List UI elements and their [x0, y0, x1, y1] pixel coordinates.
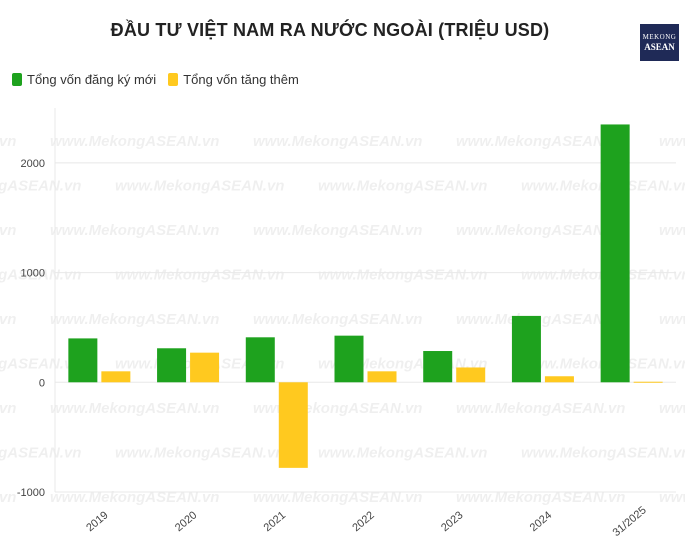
watermark-text: www.MekongASEAN.vn	[318, 445, 487, 462]
bar-added[interactable]	[367, 371, 397, 383]
x-tick-label: 2021	[262, 509, 288, 534]
bar-added[interactable]	[101, 371, 131, 383]
watermark-text: www.MekongASEAN.vn	[0, 311, 16, 328]
y-tick-label: -1000	[17, 487, 45, 499]
bar-new[interactable]	[334, 335, 364, 383]
watermark-text: www.MekongASEAN.vn	[659, 222, 685, 239]
bar-new[interactable]	[68, 338, 98, 383]
watermark-text: www.MekongASEAN.vn	[659, 311, 685, 328]
watermark-text: www.MekongASEAN.vn	[253, 311, 422, 328]
x-tick-label: 2024	[528, 509, 554, 534]
watermark-text: www.MekongASEAN.vn	[318, 267, 487, 284]
bar-added[interactable]	[190, 352, 220, 383]
watermark-text: www.MekongASEAN.vn	[115, 445, 284, 462]
watermark-text: www.MekongASEAN.vn	[659, 400, 685, 417]
logo-line1: MEKONG	[642, 32, 677, 41]
watermark-text: www.MekongASEAN.vn	[0, 133, 16, 150]
watermark-text: www.MekongASEAN.vn	[0, 400, 16, 417]
x-tick-label: 2022	[350, 509, 376, 534]
watermark-text: www.MekongASEAN.vn	[659, 489, 685, 506]
legend-item-added[interactable]: Tổng vốn tăng thêm	[168, 72, 299, 87]
legend-label-new: Tổng vốn đăng ký mới	[27, 72, 157, 87]
watermark-text: www.MekongASEAN.vn	[456, 400, 625, 417]
x-tick-label: 2019	[84, 509, 110, 534]
bar-added[interactable]	[633, 381, 663, 383]
watermark-text: www.MekongASEAN.vn	[318, 178, 487, 195]
mekongasean-logo: MEKONG ASEAN	[640, 24, 679, 61]
bar-new[interactable]	[511, 315, 541, 383]
watermark-text: www.MekongASEAN.vn	[115, 267, 284, 284]
bar-new[interactable]	[423, 351, 453, 383]
legend-item-new[interactable]: Tổng vốn đăng ký mới	[12, 72, 156, 87]
bar-added[interactable]	[456, 367, 486, 383]
watermark-layer: www.MekongASEAN.vn www.MekongASEAN.vn www.…	[0, 133, 685, 506]
watermark-text: www.MekongASEAN.vn	[50, 222, 219, 239]
chart-title: ĐẦU TƯ VIỆT NAM RA NƯỚC NGOÀI (TRIỆU USD…	[110, 20, 550, 40]
y-axis: -1000 0 1000 2000	[17, 158, 45, 499]
y-tick-label: 0	[39, 377, 45, 389]
watermark-text: www.MekongASEAN.vn	[115, 178, 284, 195]
watermark-text: www.MekongASEAN.vn	[50, 400, 219, 417]
watermark-text: www.MekongASEAN.vn	[50, 311, 219, 328]
bars	[68, 124, 663, 468]
legend-label-added: Tổng vốn tăng thêm	[183, 72, 299, 87]
watermark-text: www.MekongASEAN.vn	[456, 489, 625, 506]
logo-line2: ASEAN	[644, 41, 675, 52]
grid-lines	[54, 108, 676, 493]
legend-swatch-new	[12, 73, 22, 86]
watermark-text: www.MekongASEAN.vn	[0, 489, 16, 506]
watermark-text: www.MekongASEAN.vn	[456, 133, 625, 150]
bar-added[interactable]	[544, 376, 574, 383]
watermark-text: www.MekongASEAN.vn	[50, 133, 219, 150]
watermark-text: www.MekongASEAN.vn	[253, 133, 422, 150]
y-tick-label: 2000	[21, 158, 45, 170]
legend-swatch-added	[168, 73, 179, 86]
bar-new[interactable]	[245, 337, 275, 383]
watermark-text: www.MekongASEAN.vn	[50, 489, 219, 506]
watermark-text: www.MekongASEAN.vn	[0, 356, 81, 373]
x-tick-label: 2020	[173, 509, 199, 534]
watermark-text: www.MekongASEAN.vn	[456, 222, 625, 239]
watermark-text: www.MekongASEAN.vn	[253, 489, 422, 506]
watermark-text: www.MekongASEAN.vn	[659, 133, 685, 150]
x-axis: 2019 2020 2021 2022 2023 2024 31/2025	[84, 504, 649, 539]
watermark-text: www.MekongASEAN.vn	[253, 222, 422, 239]
legend: Tổng vốn đăng ký mới Tổng vốn tăng thêm	[12, 72, 311, 87]
x-tick-label: 2023	[439, 509, 465, 534]
watermark-text: www.MekongASEAN.vn	[0, 267, 81, 284]
watermark-text: www.MekongASEAN.vn	[0, 222, 16, 239]
x-tick-label: 31/2025	[611, 504, 649, 539]
y-tick-label: 1000	[21, 268, 45, 280]
bar-new[interactable]	[157, 348, 187, 383]
bar-new[interactable]	[600, 124, 630, 383]
watermark-text: www.MekongASEAN.vn	[0, 445, 81, 462]
watermark-text: www.MekongASEAN.vn	[521, 445, 685, 462]
watermark-text: www.MekongASEAN.vn	[0, 178, 81, 195]
watermark-text: www.MekongASEAN.vn	[253, 400, 422, 417]
bar-added[interactable]	[278, 382, 308, 468]
